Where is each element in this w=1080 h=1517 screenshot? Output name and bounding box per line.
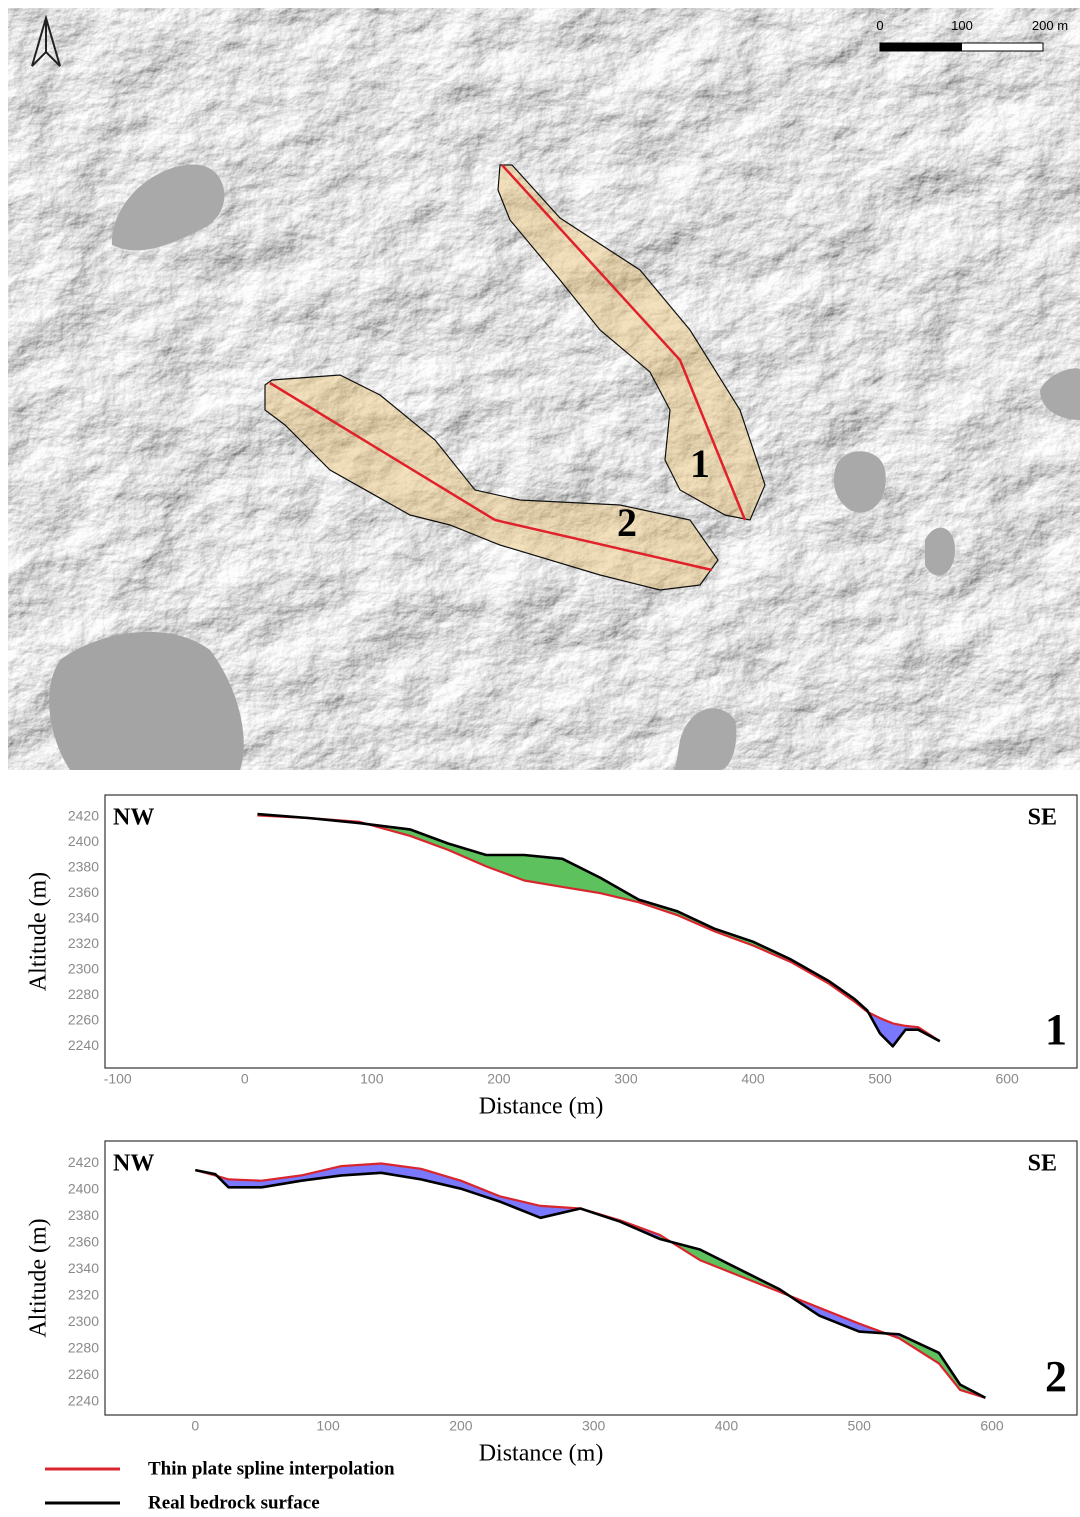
y-tick-label: 2380 — [68, 858, 99, 874]
x-tick-label: 500 — [848, 1418, 872, 1434]
lake — [675, 708, 737, 770]
series-line — [257, 812, 941, 1048]
panel-label: 1 — [1045, 1005, 1067, 1054]
landslide-outline — [264, 374, 719, 591]
direction-label: SE — [1028, 1151, 1057, 1177]
y-tick-label: 2360 — [68, 1234, 99, 1250]
profile-chart: 2240 2260 2280 2300 2320 2340 2360 2380 2400 2420… — [26, 794, 1078, 1120]
y-tick-label: 2260 — [68, 1012, 99, 1028]
lake — [111, 164, 225, 251]
x-tick-label: 600 — [995, 1071, 1019, 1087]
legend: Thin plate spline interpolation Real bed… — [45, 1458, 395, 1513]
x-tick-label: 300 — [582, 1418, 606, 1434]
y-tick-label: 2380 — [68, 1207, 99, 1223]
map: 1 2 0 100 200 m — [8, 8, 1080, 770]
x-tick-label: 100 — [316, 1418, 340, 1434]
x-tick-label: 300 — [614, 1071, 638, 1087]
series-line — [195, 1168, 987, 1399]
plot-frame — [104, 794, 1078, 1069]
y-tick-label: 2340 — [68, 1260, 99, 1276]
series-line — [195, 1162, 986, 1399]
profile-label: 2 — [617, 500, 637, 545]
landslide-outline — [497, 164, 766, 521]
y-tick-label: 2240 — [68, 1392, 99, 1408]
profile-label: 1 — [690, 441, 710, 486]
x-tick-label: 500 — [868, 1071, 892, 1087]
x-tick-label: 400 — [741, 1071, 765, 1087]
scale-label: 100 — [951, 18, 973, 33]
y-tick-label: 2400 — [68, 1181, 99, 1197]
direction-label: SE — [1028, 805, 1057, 831]
legend-label: Real bedrock surface — [148, 1492, 320, 1513]
lake — [1040, 368, 1080, 420]
y-tick-label: 2260 — [68, 1366, 99, 1382]
y-tick-label: 2360 — [68, 884, 99, 900]
y-tick-label: 2280 — [68, 986, 99, 1002]
profile-line — [501, 164, 747, 521]
plot-frame — [104, 1140, 1078, 1416]
lake — [925, 527, 955, 576]
y-tick-label: 2400 — [68, 833, 99, 849]
lake — [49, 631, 244, 770]
series-line — [257, 814, 941, 1043]
x-tick-label: 400 — [715, 1418, 739, 1434]
legend-label: Thin plate spline interpolation — [148, 1458, 395, 1479]
y-tick-label: 2420 — [68, 1154, 99, 1170]
x-tick-label: 0 — [191, 1418, 199, 1434]
scale-bar: 0 100 200 m — [876, 18, 1068, 52]
panel-label: 2 — [1045, 1352, 1067, 1401]
scale-label: 200 m — [1032, 18, 1068, 33]
y-tick-label: 2300 — [68, 1313, 99, 1329]
direction-label: NW — [113, 1151, 154, 1177]
x-axis-label: Distance (m) — [479, 1441, 604, 1467]
scale-label: 0 — [876, 18, 883, 33]
x-tick-label: -100 — [104, 1071, 132, 1087]
north-arrow — [31, 14, 61, 67]
profile-chart: 2240226022802300232023402360238024002420… — [26, 1140, 1078, 1467]
y-tick-label: 2320 — [68, 935, 99, 951]
lake — [833, 451, 886, 513]
y-tick-label: 2280 — [68, 1340, 99, 1356]
y-tick-label: 2320 — [68, 1287, 99, 1303]
x-tick-label: 0 — [241, 1071, 249, 1087]
direction-label: NW — [113, 805, 154, 831]
x-tick-label: 200 — [487, 1071, 511, 1087]
x-tick-label: 600 — [980, 1418, 1004, 1434]
profile-line — [269, 381, 713, 572]
y-tick-label: 2340 — [68, 909, 99, 925]
y-tick-label: 2300 — [68, 960, 99, 976]
x-tick-label: 200 — [449, 1418, 473, 1434]
y-axis-label: Altitude (m) — [26, 1218, 52, 1337]
x-axis-label: Distance (m) — [479, 1094, 604, 1120]
y-tick-label: 2420 — [68, 807, 99, 823]
x-tick-label: 100 — [360, 1071, 384, 1087]
y-axis-label: Altitude (m) — [26, 872, 52, 991]
y-tick-label: 2240 — [68, 1037, 99, 1053]
